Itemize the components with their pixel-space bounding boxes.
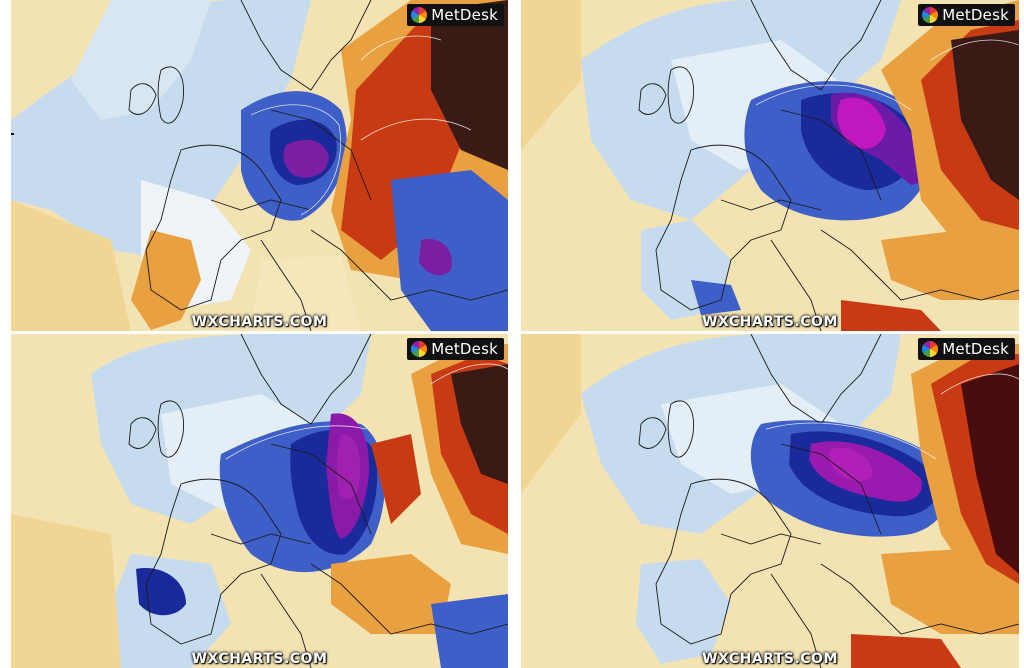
credit-label: WXCHARTS.COM [702, 314, 838, 330]
brand-label: MetDesk [431, 6, 498, 24]
metdesk-logo: MetDesk [407, 338, 504, 360]
metdesk-logo: MetDesk [407, 4, 504, 26]
metdesk-mark-icon [411, 341, 428, 357]
temperature-anomaly-map [521, 334, 1019, 668]
map-panel-top-right: MetDesk WXCHARTS.COM [521, 0, 1019, 331]
temperature-anomaly-map [521, 0, 1019, 331]
metdesk-mark-icon [411, 7, 428, 23]
credit-label: WXCHARTS.COM [191, 651, 328, 667]
metdesk-mark-icon [922, 7, 939, 23]
map-panel-bottom-right: MetDesk WXCHARTS.COM [521, 334, 1019, 668]
temperature-anomaly-map [11, 0, 508, 331]
metdesk-logo: MetDesk [918, 4, 1015, 26]
brand-label: MetDesk [942, 6, 1009, 24]
map-tick [11, 133, 14, 135]
map-panel-bottom-left: MetDesk WXCHARTS.COM [11, 334, 508, 668]
brand-label: MetDesk [942, 340, 1009, 358]
brand-label: MetDesk [431, 340, 498, 358]
credit-label: WXCHARTS.COM [702, 651, 838, 667]
credit-label: WXCHARTS.COM [191, 314, 328, 330]
temperature-anomaly-map [11, 334, 508, 668]
map-panel-top-left: MetDesk WXCHARTS.COM [11, 0, 508, 331]
metdesk-mark-icon [922, 341, 939, 357]
metdesk-logo: MetDesk [918, 338, 1015, 360]
